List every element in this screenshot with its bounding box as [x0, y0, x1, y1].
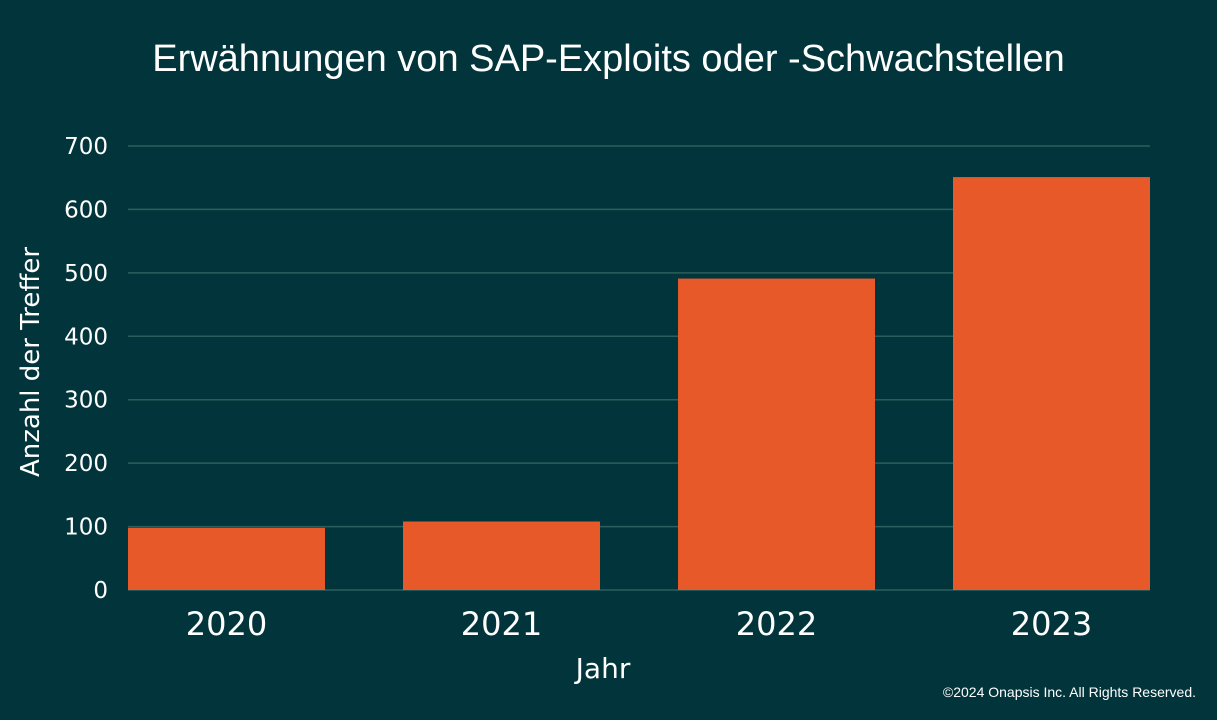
- chart-title: Erwähnungen von SAP-Exploits oder -Schwa…: [152, 38, 1065, 80]
- bar-2021: [403, 521, 600, 590]
- y-axis-label: Anzahl der Treffer: [16, 247, 46, 477]
- y-tick-label: 0: [93, 578, 108, 604]
- x-tick-label: 2021: [461, 605, 542, 643]
- y-tick-label: 600: [64, 197, 108, 223]
- y-tick-label: 300: [64, 388, 108, 414]
- x-axis-label: Jahr: [574, 652, 631, 685]
- bar-2022: [678, 278, 875, 590]
- bar-2023: [953, 177, 1150, 590]
- y-tick-label: 100: [64, 515, 108, 541]
- y-tick-label: 700: [64, 134, 108, 160]
- bar-2020: [128, 527, 325, 590]
- x-tick-label: 2020: [186, 605, 267, 643]
- x-tick-label: 2022: [736, 605, 817, 643]
- y-tick-label: 400: [64, 324, 108, 350]
- y-tick-label: 200: [64, 451, 108, 477]
- y-tick-label: 500: [64, 261, 108, 287]
- x-tick-label: 2023: [1011, 605, 1092, 643]
- copyright-notice: ©2024 Onapsis Inc. All Rights Reserved.: [942, 684, 1196, 700]
